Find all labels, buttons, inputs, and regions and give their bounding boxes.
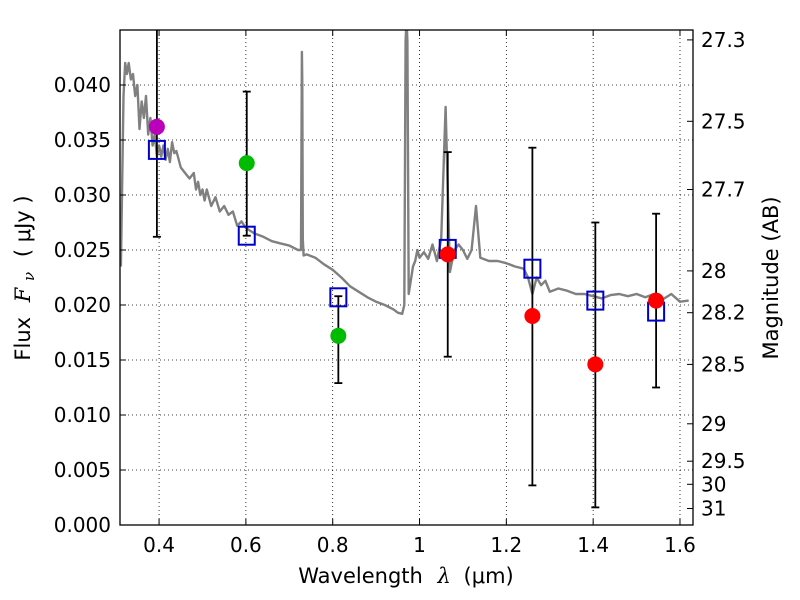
observed-point (148, 118, 165, 135)
magnitude-tick-label: 28.5 (701, 352, 746, 376)
x-tick-label: 1.2 (490, 533, 522, 557)
model-band-square (237, 225, 256, 246)
y-axis-symbol: F (11, 286, 35, 303)
x-tick-label: 0.8 (317, 533, 349, 557)
y-tick-label: 0.000 (54, 513, 111, 537)
y-tick-label: 0.035 (54, 128, 111, 152)
model-band-square (523, 258, 542, 279)
y-tick-label: 0.020 (54, 293, 111, 317)
model-band-square (147, 139, 166, 160)
magnitude-tick-label: 27.7 (701, 178, 746, 202)
magnitude-axis-title: Magnitude (AB) (759, 196, 783, 359)
x-tick-label: 1 (413, 533, 426, 557)
y-tick-label: 0.040 (54, 73, 111, 97)
observed-point (648, 292, 665, 309)
x-tick-label: 1.6 (664, 533, 696, 557)
x-tick-label: 0.6 (230, 533, 262, 557)
x-axis-unit: (μm) (464, 564, 514, 588)
x-tick-label: 1.4 (577, 533, 609, 557)
y-axis-unit: ( μJy ) (11, 195, 35, 257)
observed-point (439, 246, 456, 263)
y-axis-label: Flux (11, 317, 35, 361)
observed-point (330, 327, 347, 344)
plot-area (120, 30, 689, 509)
observed-point (524, 308, 541, 324)
y-tick-label: 0.010 (54, 403, 111, 427)
plot-frame (119, 29, 694, 526)
model-band-square (329, 287, 348, 308)
model-band-square (586, 290, 605, 311)
magnitude-tick-label: 31 (701, 497, 726, 521)
y-tick-label: 0.025 (54, 238, 111, 262)
axes-ticks: 0.4 0.6 0.8 1 1.2 1.4 1.6 0.000 0.005 0.010 0.015 0… (54, 28, 746, 557)
x-axis-symbol: λ (437, 564, 451, 588)
x-tick-label: 0.4 (143, 533, 175, 557)
x-axis-label: Wavelength (298, 564, 423, 588)
y-axis-title: Flux F ν ( μJy ) (11, 195, 39, 360)
magnitude-tick-label: 30 (701, 472, 726, 496)
observed-point (587, 356, 604, 373)
magnitude-tick-label: 28 (701, 259, 726, 283)
x-axis-title: Wavelength λ (μm) (298, 564, 513, 588)
grid (120, 30, 693, 526)
magnitude-tick-label: 27.3 (701, 28, 746, 52)
magnitude-tick-label: 27.5 (701, 109, 746, 133)
y-tick-label: 0.015 (54, 348, 111, 372)
magnitude-tick-label: 29.5 (701, 449, 746, 473)
magnitude-tick-label: 29 (701, 412, 726, 436)
magnitude-tick-label: 28.2 (701, 301, 746, 325)
y-tick-label: 0.005 (54, 458, 111, 482)
y-tick-label: 0.030 (54, 183, 111, 207)
y-axis-subscript: ν (20, 272, 38, 281)
observed-point (238, 155, 255, 172)
